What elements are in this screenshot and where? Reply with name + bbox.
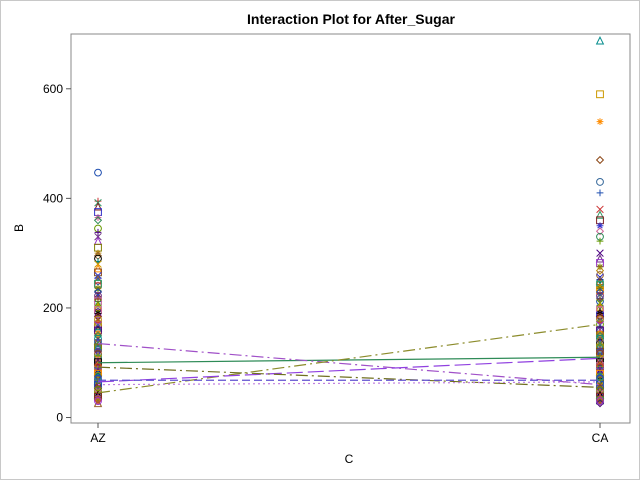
data-point [93, 398, 103, 408]
data-point [596, 178, 604, 186]
data-point [94, 341, 102, 349]
y-tick-label: 0 [56, 411, 63, 425]
interaction-line [97, 356, 601, 364]
data-point [93, 216, 103, 225]
data-point [595, 210, 605, 219]
data-point [595, 155, 605, 165]
data-point [94, 228, 102, 236]
interaction-lines [97, 323, 601, 394]
plot-area [70, 33, 631, 424]
data-point [94, 346, 102, 353]
data-point [93, 202, 103, 211]
data-point [94, 168, 102, 177]
data-point [595, 254, 605, 263]
y-tick-label: 600 [43, 82, 63, 96]
data-point [596, 394, 604, 402]
data-point [94, 394, 102, 402]
data-point [596, 237, 604, 245]
data-point [596, 398, 604, 406]
data-point [596, 90, 604, 99]
interaction-line [97, 381, 601, 386]
interaction-line [97, 366, 601, 388]
y-tick-label: 200 [43, 301, 63, 315]
y-axis-label: B [12, 224, 26, 232]
data-point [596, 295, 604, 303]
data-point [595, 287, 605, 297]
data-point [595, 266, 605, 275]
data-point [596, 346, 604, 353]
x-tick-label: AZ [90, 431, 105, 445]
x-axis-label: C [345, 452, 354, 466]
x-tick-label: CA [592, 431, 609, 445]
data-point [94, 397, 102, 405]
interaction-line [97, 323, 601, 394]
y-axis: 0 200 400 600 [43, 82, 71, 425]
data-point [595, 36, 605, 45]
chart-title: Interaction Plot for After_Sugar [247, 11, 456, 27]
interaction-line [97, 342, 601, 386]
data-point [596, 205, 604, 214]
data-point [596, 189, 604, 197]
data-point [595, 227, 605, 236]
data-point [596, 118, 604, 126]
y-tick-label: 400 [43, 191, 63, 205]
data-point [596, 249, 604, 257]
data-point [595, 399, 605, 408]
data-point [94, 295, 102, 303]
data-markers [93, 36, 605, 408]
data-point [596, 222, 604, 230]
data-point [596, 397, 604, 405]
x-axis: AZ CA [90, 423, 608, 445]
